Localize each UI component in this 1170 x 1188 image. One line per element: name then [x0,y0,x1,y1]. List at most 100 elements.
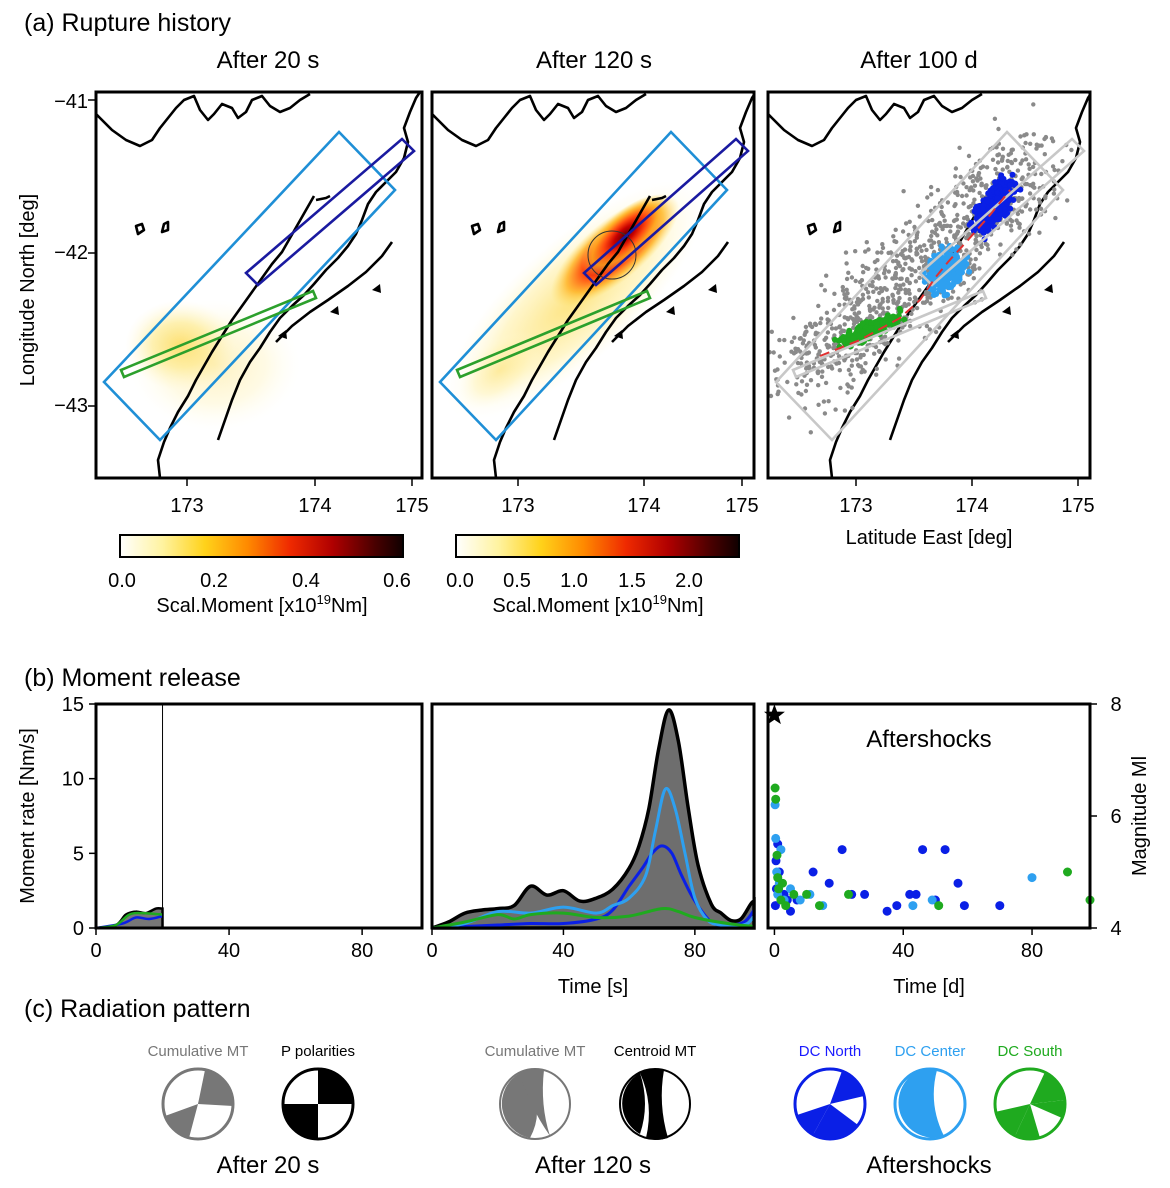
aftershock-point [778,878,787,888]
aftershock-dot [977,251,983,256]
island [160,220,170,234]
aftershock-dot [1014,218,1019,223]
aftershock-dot [799,392,804,397]
aftershock-dot [893,270,898,276]
aftershock-dot [1018,134,1023,139]
radiation-pattern-row: Cumulative MT P polarities Cumulative MT… [148,1043,1067,1179]
panel-a-label: (a) Rupture history [24,9,232,37]
aftershock-dot [945,200,951,205]
aftershock-dot [896,338,901,343]
aftershock-dot [883,357,888,362]
beachball-label: Centroid MT [614,1043,697,1060]
aftershock-point [771,833,781,843]
aftershock-dot [912,239,917,244]
aftershock-dot [1050,164,1056,169]
aftershock-dot [893,285,898,291]
aftershock-dot [1037,230,1042,235]
beachball-cumulative-mt-20s [161,1067,235,1141]
aftershock-dot [844,276,850,282]
aftershock-dot [978,176,983,181]
slip-patch [130,300,300,430]
y-tick-label: 15 [62,694,84,716]
aftershock-dot [840,328,845,333]
coastline-west [156,195,316,478]
y-tick-label: −43 [54,395,88,417]
aftershock-dot [824,310,830,315]
aftershock-dot [922,243,927,248]
aftershock-dot [859,320,866,327]
coastline-north [768,92,983,148]
aftershock-dot [866,247,871,252]
aftershock-dot [840,288,846,293]
aftershock-dot [941,223,947,229]
x-tick-label: 175 [395,495,428,517]
aftershock-dot [970,179,976,184]
aftershock-dot [912,299,917,305]
aftershock-dot [1069,147,1074,153]
map-ticks [88,99,1079,486]
aftershock-dot [917,265,922,271]
aftershock-dot [1049,136,1055,141]
aftershock-dot [897,295,902,301]
plate-boundary [947,241,1066,343]
aftershock-point [918,845,928,855]
map-frame [430,90,756,480]
aftershock-dot [933,329,939,335]
aftershock-dot [907,291,912,296]
aftershock-dot [786,415,792,420]
aftershock-dot [798,336,803,341]
aftershock-dot [929,192,934,197]
aftershock-dot [948,223,953,229]
aftershock-dot [912,295,918,300]
colorbar-120s: 0.0 0.5 1.0 1.5 2.0 Scal.Moment [x1019Nm… [446,534,740,617]
aftershock-dot [1034,207,1039,212]
aftershock-dot [878,286,883,291]
aftershock-dot [933,223,938,228]
aftershock-dot [917,244,923,249]
map-frame [94,90,424,480]
aftershock-dot [908,244,913,249]
aftershock-dot [843,296,849,302]
aftershock-dot [881,310,886,315]
aftershock-dot [844,261,849,266]
rupture-model-box [102,130,397,442]
map-y-axis-label: Longitude North [deg] [17,194,39,386]
aftershock-dot [879,250,884,255]
magnitude-y-label: Magnitude Ml [1129,756,1151,876]
aftershock-dot [816,369,821,374]
aftershock-dot [980,164,986,169]
aftershock-dot [1019,209,1025,214]
aftershock-point [927,895,937,905]
aftershock-dot [974,247,979,253]
aftershock-point [1027,873,1037,883]
aftershock-dot [894,239,899,245]
aftershock-dot [901,316,908,323]
colorbar-tick: 2.0 [675,570,703,592]
aftershock-dot [909,267,914,272]
aftershock-dot [1023,157,1029,162]
aftershock-point [789,889,799,899]
aftershock-dot [782,360,787,365]
island [470,222,482,236]
x-tick-label: 40 [892,940,914,962]
aftershock-dot [816,402,821,407]
aftershock-dot [865,290,871,295]
colorbar-tick: 0.2 [200,570,228,592]
aftershock-dot [913,269,918,274]
aftershock-dot [961,201,966,206]
aftershock-dot [848,372,853,377]
aftershock-dot [804,382,810,387]
aftershock-dot [851,325,856,330]
aftershock-point [824,878,834,888]
aftershock-dot [883,342,888,347]
subduction-teeth-icon [278,330,287,339]
aftershock-dot [890,293,895,298]
aftershock-dot [959,193,965,199]
aftershock-dot [1030,164,1036,170]
aftershock-dot [863,361,868,366]
y-tick-label: 6 [1110,806,1121,828]
aftershock-dot [1053,215,1058,221]
aftershock-dot [854,300,860,305]
aftershock-dot [819,282,824,288]
